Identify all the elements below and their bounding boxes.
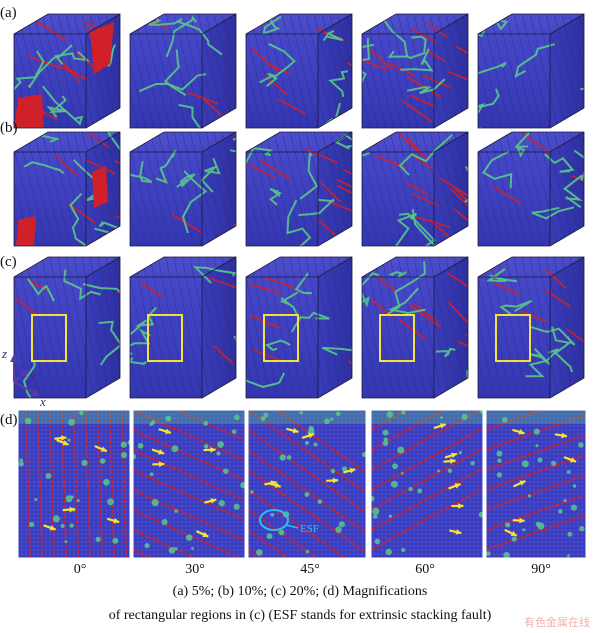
highlight-box xyxy=(147,314,183,362)
magnification-panels: ESF xyxy=(17,409,587,559)
cube-r1-c0 xyxy=(13,131,121,247)
cube-r0-c3 xyxy=(361,13,469,129)
highlight-box xyxy=(495,314,531,362)
cube-r2-c0 xyxy=(13,256,121,399)
cube-r1-c1 xyxy=(129,131,237,247)
cube-r0-c4 xyxy=(477,13,585,129)
cube-r0-c2 xyxy=(245,13,353,129)
angle-label-60: 60° xyxy=(415,562,435,577)
cube-r1-c4 xyxy=(477,131,585,247)
cube-r1-c3 xyxy=(361,131,469,247)
magnification-panel-3 xyxy=(370,409,484,559)
angle-label-0: 0° xyxy=(73,562,87,577)
cube-r2-c1 xyxy=(129,256,237,399)
cube-r2-c4 xyxy=(477,256,585,399)
cube-r2-c2 xyxy=(245,256,353,399)
axis-z-label: z xyxy=(1,346,7,361)
magnification-panel-4 xyxy=(485,409,587,559)
magnification-panel-1 xyxy=(132,409,246,559)
cube-r0-c1 xyxy=(129,13,237,129)
esf-highlight-ring xyxy=(259,509,289,531)
angle-label-45: 45° xyxy=(300,562,320,577)
figure-caption-line2: of rectangular regions in (c) (ESF stand… xyxy=(108,608,492,623)
cube-r0-c0 xyxy=(13,13,121,129)
watermark-text: 有色金属在线 xyxy=(524,616,590,629)
row-label-a: (a) xyxy=(0,5,17,21)
axis-y-label: y xyxy=(28,368,36,383)
magnification-panel-2: ESF xyxy=(247,409,367,559)
row-label-b: (b) xyxy=(0,120,18,136)
row-label-d: (d) xyxy=(0,412,18,428)
magnification-panel-0 xyxy=(17,409,131,559)
cube-r2-c3 xyxy=(361,256,469,399)
angle-label-30: 30° xyxy=(185,562,205,577)
angle-label-90: 90° xyxy=(531,562,551,577)
esf-label: ESF xyxy=(300,523,319,535)
highlight-box xyxy=(379,314,415,362)
figure-caption-line1: (a) 5%; (b) 10%; (c) 20%; (d) Magnificat… xyxy=(172,584,428,599)
cube-grid xyxy=(13,13,585,399)
highlight-box xyxy=(263,314,299,362)
highlight-box xyxy=(31,314,67,362)
row-label-c: (c) xyxy=(0,254,17,270)
axis-x-label: x xyxy=(39,394,46,409)
cube-r1-c2 xyxy=(245,131,353,247)
axis-triad: z y x xyxy=(1,346,46,409)
